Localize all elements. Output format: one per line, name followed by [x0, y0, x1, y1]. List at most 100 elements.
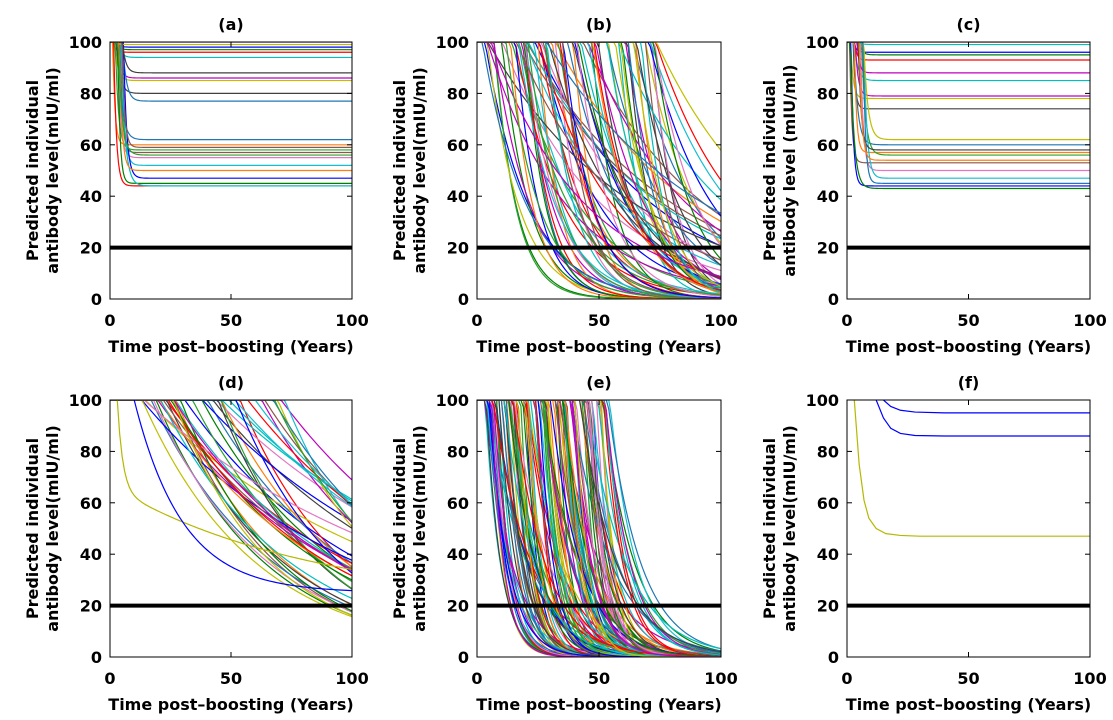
- series-line-73: [477, 42, 721, 291]
- series-line-34: [477, 400, 721, 650]
- y-tick-label: 60: [447, 136, 469, 155]
- series-line-39: [477, 42, 721, 295]
- series-line-15: [847, 42, 1090, 190]
- series-line-9: [110, 42, 352, 146]
- series-line-71: [477, 42, 721, 292]
- x-axis-label: Time post–boosting (Years): [476, 337, 721, 356]
- series-line-44: [110, 400, 352, 572]
- y-axis-label-line: antibody level(mIU/ml): [43, 67, 62, 274]
- series-line-12: [110, 400, 352, 508]
- series-line-13: [847, 42, 1090, 179]
- x-tick-label: 0: [841, 311, 852, 330]
- series-line-16: [477, 42, 721, 181]
- series-line-18: [110, 400, 352, 524]
- series-line-38: [110, 400, 352, 534]
- series-line-29: [477, 42, 721, 297]
- y-axis-label-line: Predicted individual: [760, 438, 779, 619]
- y-tick-label: 100: [436, 391, 469, 410]
- y-tick-label: 20: [817, 239, 839, 258]
- series-line-17: [110, 400, 352, 570]
- y-axis-label-line: Predicted individual: [390, 438, 409, 619]
- series-line-21: [477, 42, 721, 239]
- series-line-12: [847, 42, 1090, 172]
- y-tick-label: 20: [80, 597, 102, 616]
- y-tick-label: 20: [447, 239, 469, 258]
- x-tick-label: 50: [588, 311, 610, 330]
- y-axis-label-line: Predicted individual: [390, 80, 409, 261]
- series-line-56: [477, 42, 721, 201]
- series-group: [477, 400, 721, 657]
- series-line-89: [477, 42, 721, 299]
- series-line-3: [853, 400, 1090, 537]
- y-tick-label: 40: [80, 187, 102, 206]
- panel-title: (d): [218, 373, 244, 392]
- series-line-11: [110, 42, 352, 154]
- y-axis-label-line: Predicted individual: [760, 80, 779, 261]
- x-axis-label: Time post–boosting (Years): [108, 337, 353, 356]
- series-line-24: [110, 42, 352, 148]
- panel-2: (b) 0 20 40 60 80 100 0 50 100 Time post–boosting …: [390, 15, 738, 356]
- y-tick-label: 100: [806, 391, 839, 410]
- series-line-96: [477, 400, 721, 656]
- series-line-5: [110, 400, 352, 481]
- series-line-20: [847, 42, 1090, 151]
- x-tick-label: 100: [704, 311, 737, 330]
- series-line-17: [477, 42, 721, 297]
- series-line-81: [477, 42, 721, 292]
- series-line-18: [847, 42, 1090, 74]
- y-tick-label: 60: [817, 494, 839, 513]
- y-axis-label: Predicted individualantibody level(mIU/m…: [760, 425, 799, 632]
- series-line-6: [847, 42, 1090, 100]
- series-line-16: [110, 42, 352, 187]
- series-line-1: [110, 400, 352, 557]
- y-tick-label: 60: [80, 136, 102, 155]
- series-line-21: [847, 42, 1090, 184]
- series-line-29: [110, 400, 352, 506]
- series-line-76: [477, 42, 721, 261]
- y-tick-label: 80: [817, 442, 839, 461]
- panel-title: (f): [958, 373, 980, 392]
- panel-5: (e) 0 20 40 60 80 100 0 50 100 Time post–boosting …: [390, 373, 738, 714]
- y-axis-label-line: Predicted individual: [23, 438, 42, 619]
- y-tick-label: 40: [447, 187, 469, 206]
- series-line-20: [110, 400, 352, 590]
- x-tick-label: 100: [1073, 669, 1106, 688]
- y-tick-label: 20: [447, 597, 469, 616]
- series-line-8: [847, 42, 1090, 146]
- series-line-46: [116, 400, 352, 571]
- panel-title: (c): [956, 15, 980, 34]
- series-line-15: [110, 42, 352, 184]
- series-line-20: [477, 42, 721, 288]
- series-line-44: [477, 42, 721, 232]
- series-line-2: [110, 400, 352, 616]
- series-line-2: [477, 400, 721, 652]
- panel-6: (f) 0 20 40 60 80 100 0 50 100 Time post–boosting …: [760, 373, 1107, 714]
- series-line-25: [477, 42, 721, 285]
- series-line-2: [110, 42, 352, 51]
- x-tick-label: 100: [704, 669, 737, 688]
- x-tick-label: 0: [471, 669, 482, 688]
- x-tick-label: 50: [220, 311, 242, 330]
- series-line-4: [110, 42, 352, 59]
- series-line-74: [477, 42, 721, 294]
- series-line-54: [477, 42, 721, 293]
- series-line-14: [847, 42, 1090, 187]
- y-tick-label: 80: [817, 84, 839, 103]
- series-line-1: [847, 42, 1090, 53]
- series-line-88: [477, 400, 721, 655]
- y-tick-label: 40: [447, 545, 469, 564]
- series-line-79: [477, 42, 721, 299]
- series-line-133: [477, 400, 721, 657]
- series-line-47: [133, 400, 352, 592]
- x-tick-label: 50: [957, 669, 979, 688]
- y-tick-label: 40: [817, 545, 839, 564]
- series-line-40: [110, 400, 352, 574]
- series-line-26: [110, 400, 352, 508]
- series-line-5: [477, 42, 721, 280]
- series-line-8: [110, 42, 352, 102]
- y-tick-label: 80: [447, 84, 469, 103]
- y-axis-label: Predicted individualantibody level(mIU/m…: [390, 67, 429, 274]
- y-tick-label: 80: [80, 84, 102, 103]
- series-line-6: [110, 42, 352, 82]
